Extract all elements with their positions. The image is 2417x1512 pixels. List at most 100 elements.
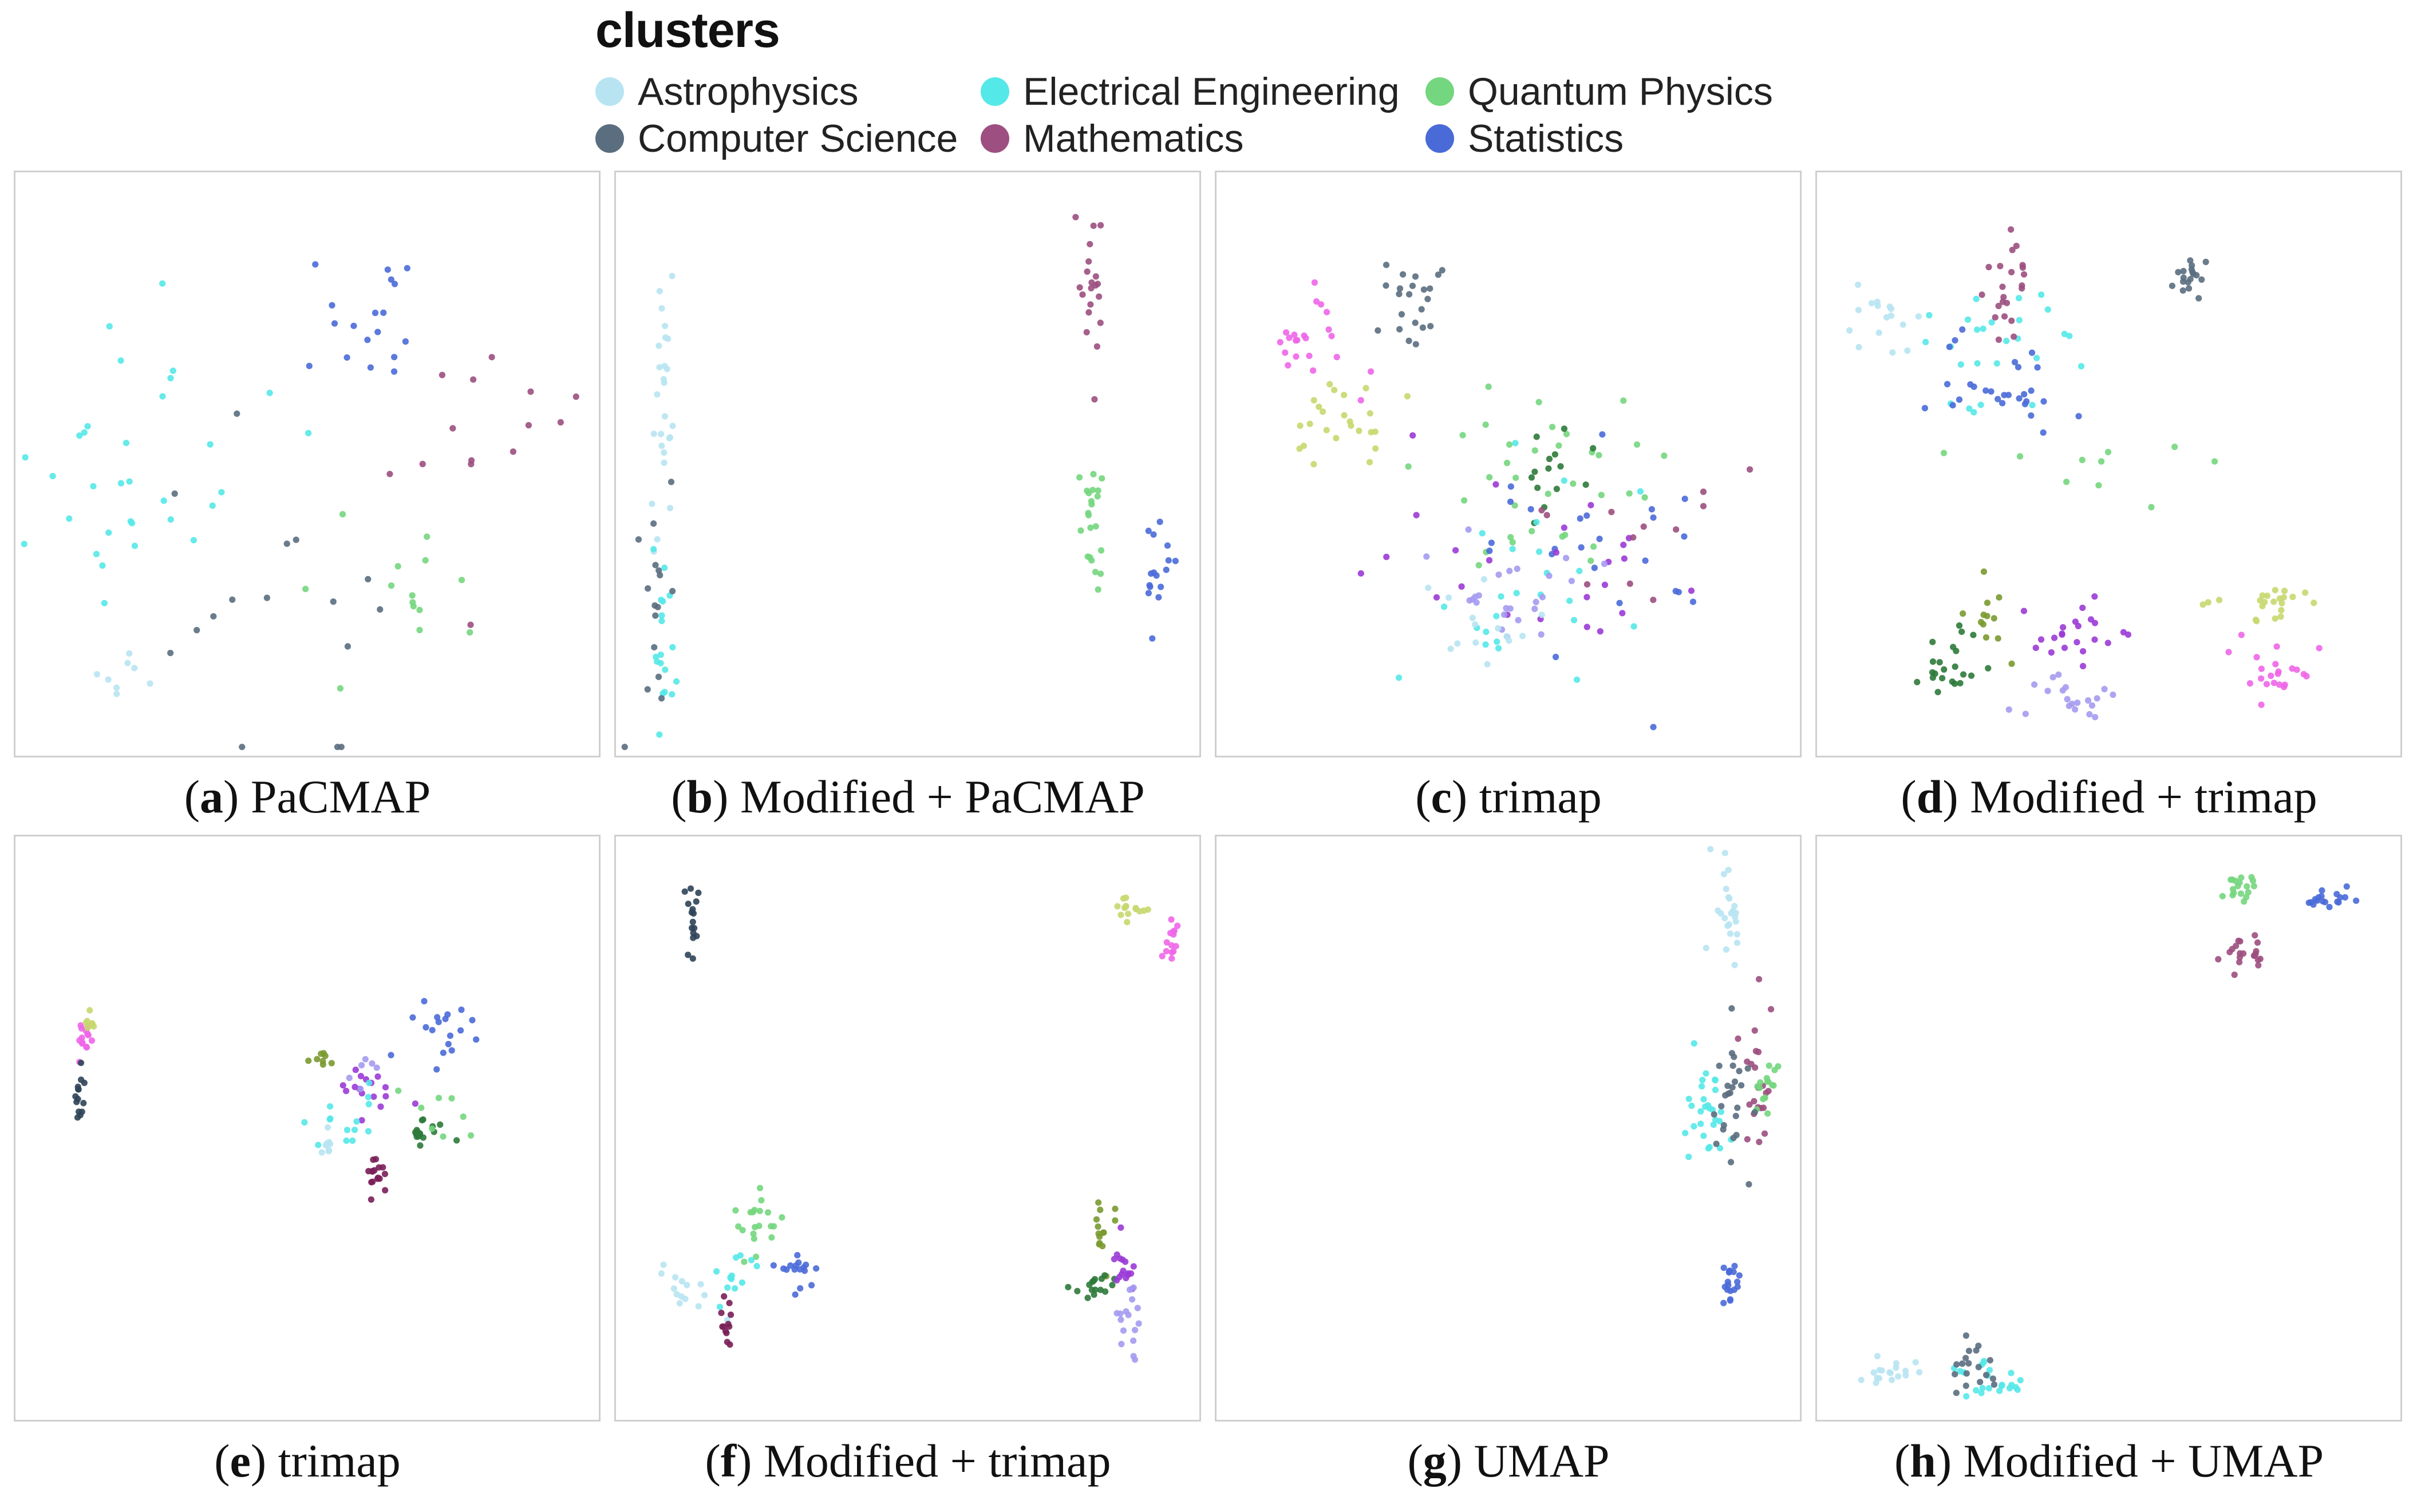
scatter-point-d-0-12 [1883,314,1890,321]
scatter-point-d-8-8 [2061,644,2068,652]
scatter-point-c-2-10 [1435,271,1441,278]
scatter-point-g-1-10 [1682,1130,1689,1136]
scatter-point-b-1-7 [658,597,665,603]
scatter-point-c-6-10 [1536,548,1543,555]
scatter-point-h-0-7 [2237,890,2245,897]
scatter-point-d-11-13 [2238,631,2245,638]
scatter-point-h-2-17 [2257,956,2264,962]
scatter-point-d-2-13 [1997,263,2004,270]
scatter-point-f-1-5 [1140,907,1147,914]
scatter-point-b-1-9 [657,652,664,658]
scatter-point-c-6-16 [1573,676,1581,683]
scatter-point-d-9-7 [2074,699,2081,706]
scatter-point-c-7-17 [1561,524,1567,531]
scatter-point-d-7-10 [1995,635,2001,642]
scatter-point-d-2-9 [1995,336,2003,343]
scatter-point-b-0-11 [654,391,661,398]
scatter-point-c-1-15 [1331,386,1338,393]
scatter-point-c-6-1 [1512,440,1519,447]
scatter-point-f-3-2 [756,1185,764,1191]
scatter-point-h-2-9 [2233,942,2240,949]
scatter-point-d-8-13 [2048,649,2055,656]
scatter-point-d-6-14 [1956,622,1963,629]
legend-swatch-computer-science-icon [595,124,624,153]
scatter-point-d-5-2 [1940,449,1948,456]
scatter-point-c-3-32 [1535,398,1542,405]
scatter-point-d-2-10 [1995,302,2002,310]
scatter-point-f-7-10 [725,1321,732,1328]
scatter-point-e-4-6 [366,1079,373,1087]
scatter-point-g-5-15 [1731,1262,1738,1269]
scatter-point-a-0-31 [93,551,100,558]
scatter-point-f-0-7 [689,918,696,925]
scatter-point-a-0-8 [218,489,225,496]
scatter-point-h-3-17 [1870,1369,1877,1376]
scatter-point-g-4-21 [1730,1135,1737,1142]
scatter-point-e-5-3 [429,1027,436,1033]
scatter-point-h-3-15 [1886,1369,1893,1376]
scatter-point-h-3-4 [1895,1373,1902,1380]
scatter-point-c-2-17 [1396,285,1404,292]
scatter-point-a-5-6 [124,660,131,666]
scatter-point-d-4-10 [2198,276,2205,283]
scatter-point-g-5-10 [1727,1297,1733,1304]
scatter-point-c-8-5 [1531,605,1538,613]
scatter-point-b-2-13 [635,536,642,543]
scatter-point-h-3-8 [1874,1353,1881,1360]
scatter-point-a-0-19 [84,423,91,430]
scatter-point-d-9-14 [2110,691,2116,698]
scatter-point-a-1-0 [390,368,398,375]
scatter-point-c-1-4 [1323,427,1330,433]
scatter-point-h-5-11 [1975,1343,1982,1349]
scatter-point-g-4-1 [1713,1140,1720,1147]
scatter-point-a-2-0 [510,448,517,455]
scatter-point-a-2-2 [525,422,532,429]
scatter-point-d-3-20 [2011,358,2019,366]
scatter-point-d-6-19 [1958,628,1965,635]
scatter-point-a-2-13 [488,354,495,361]
scatter-point-d-6-8 [1953,648,1960,654]
scatter-point-c-5-23 [1486,547,1493,554]
scatter-point-c-7-15 [1492,481,1499,488]
scatter-point-h-3-14 [1902,1368,1909,1375]
scatter-point-e-5-12 [447,1032,454,1039]
scatter-point-h-0-10 [2219,893,2226,899]
scatter-point-e-1-1 [86,1007,93,1014]
scatter-point-f-4-6 [795,1259,802,1266]
scatter-point-f-0-14 [688,909,695,916]
scatter-point-f-3-9 [732,1207,739,1214]
scatter-point-c-8-17 [1514,565,1521,573]
legend-item-electrical-engineering: Electrical Engineering [981,69,1400,115]
scatter-point-e-4-1 [351,1126,358,1134]
scatter-point-c-1-13 [1316,404,1322,410]
scatter-point-f-3-7 [779,1214,785,1221]
scatter-point-c-3-23 [1555,442,1562,449]
scatter-point-f-5-9 [684,1282,690,1289]
scatter-point-f-9-13 [1084,1294,1091,1301]
scatter-point-f-6-7 [716,1304,724,1310]
scatter-point-f-5-6 [670,1285,677,1292]
scatter-point-h-3-5 [1858,1376,1865,1383]
scatter-point-c-8-22 [1506,567,1513,574]
scatter-point-h-5-12 [1965,1360,1972,1367]
scatter-point-b-3-10 [1097,222,1104,229]
scatter-point-a-0-6 [209,502,216,509]
scatter-point-c-3-20 [1475,562,1482,569]
scatter-point-f-6-5 [753,1262,760,1270]
scatter-point-a-0-17 [66,515,73,522]
scatter-point-d-2-15 [2011,333,2017,340]
scatter-point-c-1-21 [1367,410,1373,417]
scatter-point-e-3-1 [358,1117,365,1124]
scatter-point-c-8-16 [1546,573,1553,579]
scatter-point-a-1-2 [374,329,381,335]
scatter-point-g-1-20 [1712,1076,1719,1083]
scatter-point-c-7-16 [1413,512,1420,519]
scatter-point-g-4-6 [1727,1159,1735,1166]
scatter-point-d-10-15 [2270,598,2277,605]
scatter-point-f-3-10 [751,1206,758,1214]
scatter-point-a-0-4 [90,483,97,489]
scatter-point-c-5-12 [1552,653,1559,661]
scatter-point-d-4-7 [2179,278,2187,285]
scatter-point-g-4-15 [1729,1062,1736,1069]
scatter-point-g-4-5 [1734,1104,1741,1111]
